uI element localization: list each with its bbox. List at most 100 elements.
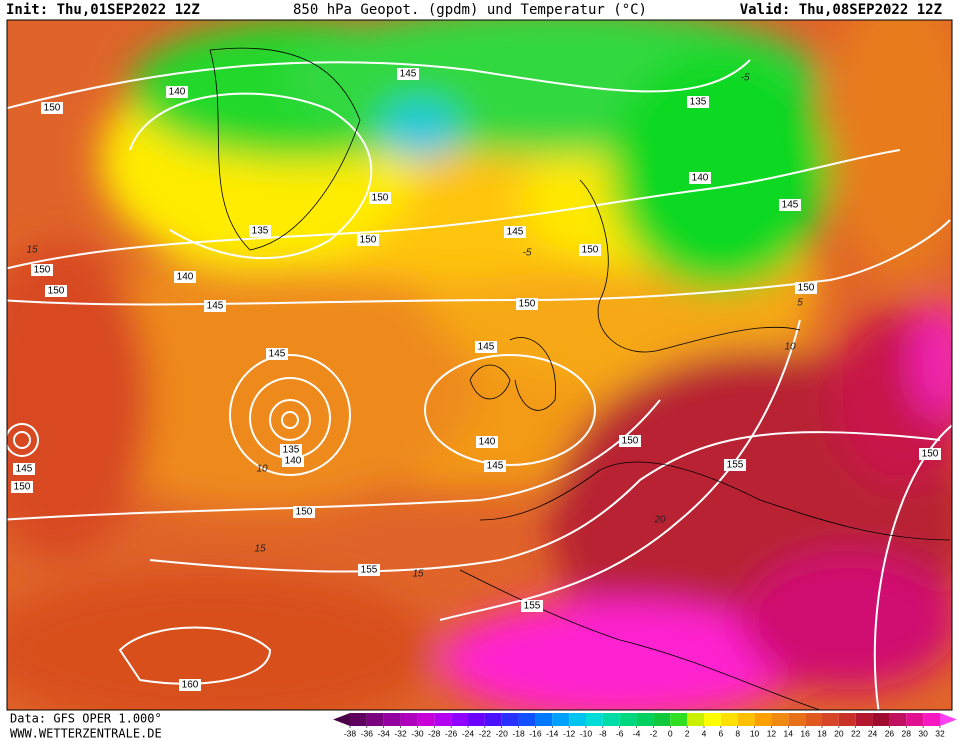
geopotential-label: 135 — [690, 97, 707, 108]
colorbar-tick-label: -14 — [546, 728, 559, 738]
geopotential-label: 140 — [692, 173, 709, 184]
geopotential-label: 150 — [44, 103, 61, 114]
colorbar-tick-label: -20 — [496, 728, 509, 738]
colorbar-cell — [923, 713, 940, 726]
geopotential-label: 150 — [622, 436, 639, 447]
colorbar-tick-label: 14 — [784, 728, 794, 738]
isotherm-label: 15 — [26, 245, 38, 256]
colorbar-cell — [586, 713, 603, 726]
colorbar-tick-label: -22 — [479, 728, 492, 738]
colorbar-cell — [434, 713, 452, 726]
geopotential-label: 155 — [524, 601, 541, 612]
geopotential-label: 140 — [169, 87, 186, 98]
contour-label-box — [504, 226, 526, 238]
contour-label-box — [358, 564, 380, 576]
colorbar-tick-label: -4 — [633, 728, 641, 738]
colorbar-cell — [366, 713, 384, 726]
colorbar-cell — [417, 713, 435, 726]
contour-label-box — [280, 444, 302, 456]
geopotential-label: 145 — [507, 227, 524, 238]
colorbar-tick-label: -8 — [599, 728, 607, 738]
colorbar-tick-label: 2 — [685, 728, 690, 738]
colorbar-tick-label: -32 — [394, 728, 407, 738]
colorbar-cell — [687, 713, 704, 726]
isotherm-label: 15 — [412, 569, 424, 580]
colorbar-cell — [872, 713, 890, 726]
geopotential-label: 150 — [48, 286, 65, 297]
colorbar-tick-label: 12 — [767, 728, 777, 738]
isotherm-label: -5 — [741, 73, 750, 84]
isotherm-label: 15 — [254, 544, 266, 555]
contour-label-box — [174, 271, 196, 283]
colorbar-cell — [350, 713, 367, 726]
contour-label-box — [779, 199, 801, 211]
contour-label-box — [266, 348, 288, 360]
contour-label-box — [476, 436, 498, 448]
colorbar-tick-label: -36 — [361, 728, 374, 738]
colorbar-cell — [383, 713, 401, 726]
contour-label-box — [521, 600, 543, 612]
colorbar-cell — [771, 713, 789, 726]
geopotential-label: 150 — [296, 507, 313, 518]
colorbar-cell — [535, 713, 553, 726]
colorbar-cell — [636, 713, 654, 726]
colorbar-cell — [619, 713, 637, 726]
geopotential-label: 160 — [182, 680, 199, 691]
isotherm-label: 5 — [797, 298, 803, 309]
geopotential-label: 155 — [727, 460, 744, 471]
contour-label-box — [579, 244, 601, 256]
geopotential-label: 145 — [487, 461, 504, 472]
colorbar-cell — [754, 713, 772, 726]
contour-label-box — [31, 264, 53, 276]
contour-label-box — [166, 86, 188, 98]
colorbar-tick-label: -26 — [445, 728, 458, 738]
colorbar-tick-label: -10 — [580, 728, 593, 738]
colorbar-cell — [602, 713, 620, 726]
colorbar-tick-label: -30 — [411, 728, 424, 738]
contour-label-box — [919, 448, 941, 460]
init-time: Init: Thu,01SEP2022 12Z — [6, 2, 200, 18]
colorbar-tick-label: 0 — [668, 728, 673, 738]
geopotential-label: 150 — [798, 283, 815, 294]
contour-label-box — [293, 506, 315, 518]
geopotential-label: 145 — [207, 301, 224, 312]
geopotential-label: 145 — [478, 342, 495, 353]
geopotential-label: 145 — [400, 69, 417, 80]
colorbar-cell — [704, 713, 721, 726]
colorbar-tick-label: -24 — [462, 728, 475, 738]
colorbar-tick-label: -2 — [650, 728, 658, 738]
contour-label-box — [41, 102, 63, 114]
contour-label-box — [795, 282, 817, 294]
contour-label-box — [45, 285, 67, 297]
geopotential-label: 135 — [252, 226, 269, 237]
geopotential-label: 145 — [16, 464, 33, 475]
data-source: Data: GFS OPER 1.000° — [10, 712, 162, 726]
colorbar-tick-label: 10 — [750, 728, 760, 738]
contour-label-box — [619, 435, 641, 447]
isotherm-label: 10 — [784, 342, 796, 353]
geopotential-label: 140 — [177, 272, 194, 283]
geopotential-label: 155 — [361, 565, 378, 576]
colorbar-cell — [805, 713, 822, 726]
colorbar-tick-label: -34 — [378, 728, 391, 738]
geopotential-label: 150 — [582, 245, 599, 256]
geopotential-label: 150 — [360, 235, 377, 246]
contour-label-box — [689, 172, 711, 184]
colorbar-arrow-low — [333, 713, 350, 726]
colorbar-cell — [484, 713, 502, 726]
colorbar-tick-label: -18 — [512, 728, 525, 738]
map-title: 850 hPa Geopot. (gpdm) und Temperatur (°… — [293, 2, 647, 18]
colorbar-cell — [906, 713, 924, 726]
geopotential-label: 150 — [34, 265, 51, 276]
geopotential-label: 140 — [285, 456, 302, 467]
colorbar-cell — [451, 713, 468, 726]
colorbar-cell — [468, 713, 485, 726]
colorbar-tick-label: 22 — [851, 728, 861, 738]
contour-label-box — [11, 481, 33, 493]
colorbar-tick-label: 18 — [817, 728, 827, 738]
colorbar-tick-label: 8 — [735, 728, 740, 738]
isotherm-label: 10 — [256, 464, 268, 475]
contour-label-box — [179, 679, 201, 691]
colorbar-cell — [889, 713, 907, 726]
